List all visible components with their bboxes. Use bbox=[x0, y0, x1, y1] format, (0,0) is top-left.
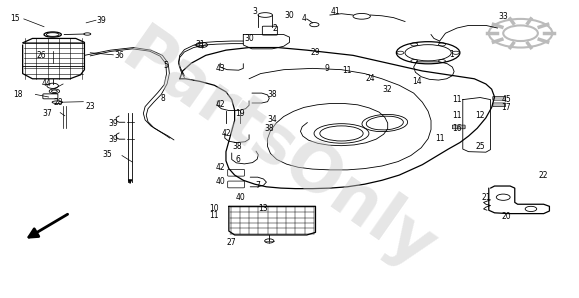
Text: 40: 40 bbox=[236, 193, 245, 202]
Text: 22: 22 bbox=[539, 170, 548, 180]
Text: 6: 6 bbox=[235, 155, 240, 164]
Text: 32: 32 bbox=[383, 85, 393, 94]
Text: 30: 30 bbox=[285, 10, 294, 19]
Text: 33: 33 bbox=[499, 12, 508, 21]
Text: 27: 27 bbox=[227, 238, 237, 247]
Text: 40: 40 bbox=[215, 177, 225, 186]
Text: 11: 11 bbox=[452, 95, 462, 104]
Text: PartsOnly: PartsOnly bbox=[108, 19, 448, 284]
Text: 41: 41 bbox=[331, 7, 340, 15]
Text: 38: 38 bbox=[265, 124, 274, 133]
Text: 42: 42 bbox=[215, 100, 225, 109]
Text: 38: 38 bbox=[233, 142, 243, 151]
Text: 30: 30 bbox=[244, 34, 254, 43]
Text: 7: 7 bbox=[255, 181, 260, 190]
Text: 14: 14 bbox=[412, 77, 422, 86]
Text: 18: 18 bbox=[13, 90, 23, 99]
Text: 39: 39 bbox=[108, 119, 118, 128]
Text: 44: 44 bbox=[42, 80, 52, 89]
Text: 11: 11 bbox=[210, 211, 219, 220]
Text: 39: 39 bbox=[97, 16, 107, 25]
Text: 8: 8 bbox=[160, 94, 165, 103]
Text: 2: 2 bbox=[273, 24, 277, 32]
Text: 11: 11 bbox=[452, 111, 462, 120]
Text: 10: 10 bbox=[210, 204, 219, 213]
Text: 12: 12 bbox=[475, 111, 485, 120]
Text: 19: 19 bbox=[236, 109, 245, 118]
Text: 23: 23 bbox=[86, 102, 95, 111]
Text: 36: 36 bbox=[114, 51, 124, 60]
Text: 26: 26 bbox=[36, 51, 46, 60]
Text: 20: 20 bbox=[501, 212, 511, 221]
Text: 39: 39 bbox=[108, 135, 118, 144]
Text: 3: 3 bbox=[252, 7, 257, 15]
Text: 17: 17 bbox=[501, 103, 511, 112]
Text: 21: 21 bbox=[481, 193, 490, 202]
Text: 37: 37 bbox=[42, 109, 52, 118]
Text: 11: 11 bbox=[435, 134, 445, 143]
Text: 34: 34 bbox=[267, 115, 277, 124]
Text: 45: 45 bbox=[501, 95, 511, 104]
Text: 15: 15 bbox=[10, 14, 20, 24]
Text: 13: 13 bbox=[259, 204, 268, 213]
Text: 11: 11 bbox=[343, 66, 352, 75]
Text: 16: 16 bbox=[452, 124, 462, 133]
Text: 24: 24 bbox=[365, 74, 375, 83]
Text: 43: 43 bbox=[215, 64, 225, 73]
Text: 25: 25 bbox=[475, 142, 485, 151]
Text: 1: 1 bbox=[449, 49, 453, 58]
Text: 42: 42 bbox=[221, 129, 231, 138]
Text: 35: 35 bbox=[102, 150, 112, 159]
Text: 28: 28 bbox=[54, 98, 63, 107]
Text: 29: 29 bbox=[311, 48, 320, 57]
Text: 5: 5 bbox=[163, 61, 168, 70]
Text: 42: 42 bbox=[215, 163, 225, 172]
Text: 4: 4 bbox=[302, 14, 306, 24]
Text: 38: 38 bbox=[267, 90, 277, 99]
Text: 31: 31 bbox=[195, 41, 205, 49]
Text: 9: 9 bbox=[325, 64, 329, 73]
